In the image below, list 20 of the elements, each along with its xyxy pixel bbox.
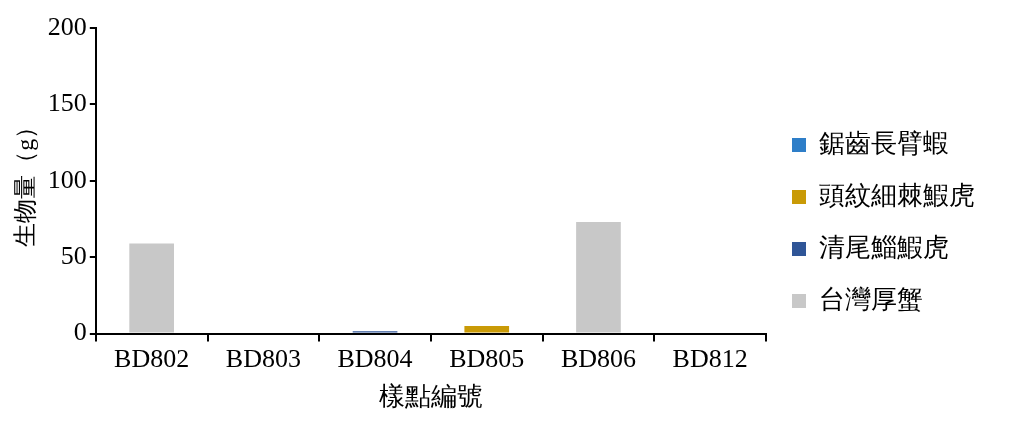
x-tick-label: BD803 [225,344,301,374]
legend-label: 台灣厚蟹 [819,284,923,314]
x-tick-label: BD806 [560,344,637,374]
x-tick-label: BD804 [337,344,413,374]
x-tick-label: BD802 [114,344,190,374]
legend-label: 鋸齒長臂蝦 [819,128,949,158]
y-axis-title: 生物量（g） [11,114,38,247]
legend-label: 頭紋細棘鰕虎 [819,180,975,210]
bar [576,222,621,333]
y-tick-label: 100 [47,164,87,194]
bar [129,243,174,333]
y-tick-label: 150 [47,88,87,118]
bar [464,325,510,333]
x-tick-label: BD812 [672,344,748,374]
y-tick-label: 0 [73,317,87,347]
x-axis-title: 樣點編號 [378,382,483,412]
legend-label: 清尾鯔鰕虎 [819,232,949,262]
x-tick-label: BD805 [449,344,525,374]
y-tick-label: 50 [60,241,87,271]
y-tick-label: 200 [47,11,87,41]
